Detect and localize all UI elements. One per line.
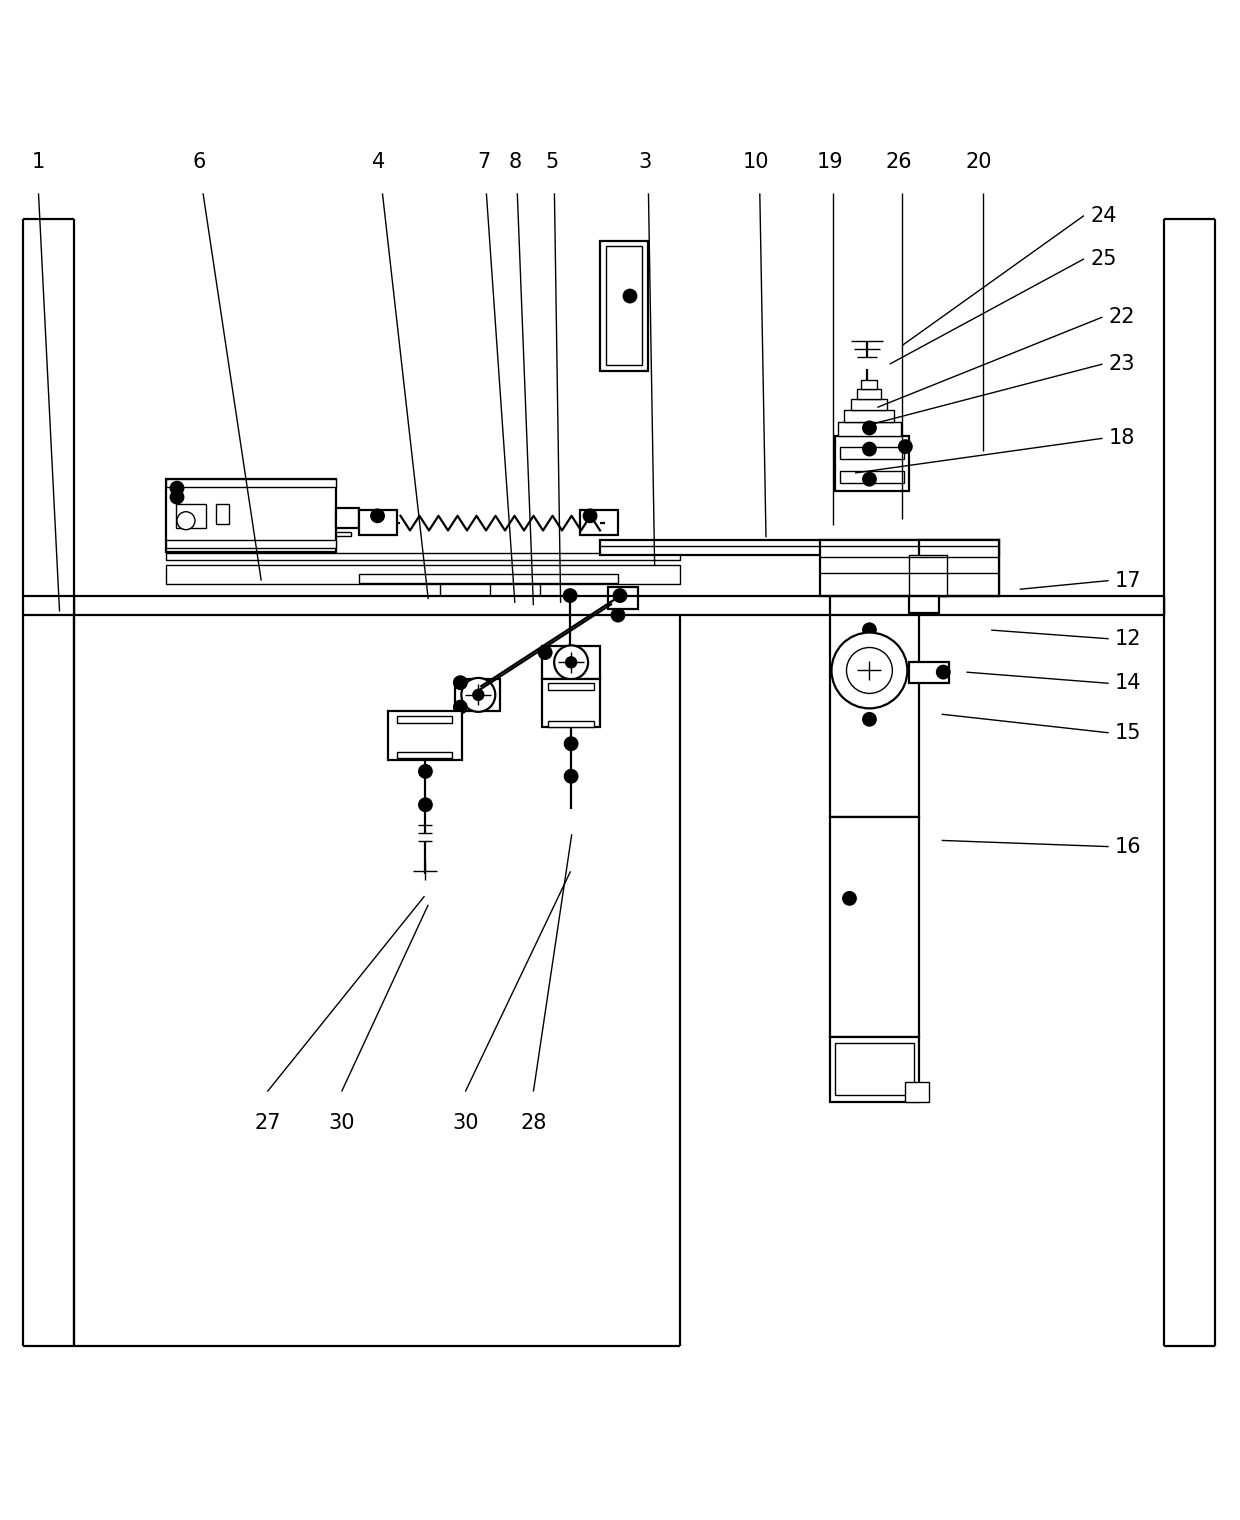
Bar: [909, 596, 939, 614]
Text: 23: 23: [1109, 354, 1135, 374]
Bar: [830, 816, 919, 1037]
Text: 8: 8: [508, 152, 521, 172]
Bar: [837, 423, 901, 436]
Bar: [548, 684, 594, 690]
Bar: [852, 398, 888, 410]
Circle shape: [564, 769, 579, 784]
Circle shape: [554, 646, 588, 679]
Bar: [388, 711, 463, 760]
Bar: [455, 678, 500, 711]
Bar: [862, 380, 878, 389]
Circle shape: [847, 648, 893, 693]
Text: 15: 15: [1115, 724, 1141, 743]
Text: 27: 27: [254, 1113, 280, 1132]
Bar: [580, 511, 618, 535]
Circle shape: [564, 736, 579, 751]
Text: 16: 16: [1115, 836, 1142, 857]
Bar: [166, 553, 680, 559]
Bar: [358, 575, 618, 582]
Bar: [548, 720, 594, 728]
Text: 25: 25: [1090, 249, 1117, 269]
Bar: [166, 564, 680, 584]
Text: 3: 3: [639, 152, 651, 172]
Circle shape: [842, 891, 857, 906]
Circle shape: [898, 439, 913, 454]
Text: 10: 10: [743, 152, 769, 172]
Circle shape: [862, 711, 877, 727]
Text: 7: 7: [477, 152, 491, 172]
Bar: [905, 1082, 929, 1102]
Bar: [835, 1043, 914, 1096]
Circle shape: [862, 421, 877, 435]
Bar: [608, 587, 637, 608]
Bar: [600, 240, 649, 371]
Circle shape: [453, 699, 467, 714]
Bar: [398, 752, 453, 758]
Circle shape: [563, 588, 578, 603]
Circle shape: [418, 798, 433, 812]
Text: 5: 5: [546, 152, 558, 172]
Bar: [542, 646, 600, 678]
Circle shape: [622, 289, 637, 304]
Text: 18: 18: [1109, 429, 1135, 448]
Text: 12: 12: [1115, 629, 1141, 649]
Circle shape: [610, 608, 625, 623]
Text: 26: 26: [885, 152, 911, 172]
Circle shape: [862, 622, 877, 637]
Bar: [909, 663, 950, 682]
Bar: [166, 540, 336, 549]
Bar: [839, 447, 904, 459]
Text: 14: 14: [1115, 673, 1141, 693]
Circle shape: [936, 664, 951, 679]
Bar: [606, 246, 642, 365]
Text: 30: 30: [453, 1113, 479, 1132]
Bar: [830, 1037, 919, 1102]
Circle shape: [610, 588, 625, 603]
Bar: [830, 596, 919, 816]
Bar: [600, 540, 999, 555]
Bar: [176, 503, 206, 527]
Bar: [839, 471, 904, 483]
Circle shape: [418, 765, 433, 778]
Bar: [919, 540, 999, 596]
Bar: [166, 479, 336, 488]
Circle shape: [862, 471, 877, 486]
Circle shape: [538, 644, 553, 660]
Bar: [336, 508, 358, 527]
Bar: [909, 555, 947, 596]
Text: 6: 6: [192, 152, 206, 172]
Text: 20: 20: [966, 152, 992, 172]
Circle shape: [613, 588, 627, 603]
Circle shape: [472, 689, 485, 701]
Bar: [835, 436, 909, 491]
Bar: [844, 410, 894, 423]
Circle shape: [177, 512, 195, 529]
Circle shape: [461, 678, 495, 711]
Circle shape: [583, 508, 598, 523]
Text: 4: 4: [372, 152, 386, 172]
Circle shape: [565, 657, 578, 669]
Text: 24: 24: [1090, 205, 1117, 225]
Bar: [820, 540, 999, 596]
Bar: [166, 479, 336, 552]
Bar: [542, 678, 600, 728]
Text: 22: 22: [1109, 307, 1135, 327]
Bar: [216, 503, 229, 524]
Text: 28: 28: [521, 1113, 547, 1132]
Circle shape: [170, 480, 185, 496]
Text: 30: 30: [329, 1113, 355, 1132]
Text: 19: 19: [817, 152, 843, 172]
Circle shape: [832, 632, 908, 708]
Bar: [858, 389, 882, 398]
Text: 1: 1: [32, 152, 45, 172]
Circle shape: [453, 675, 467, 690]
Bar: [358, 511, 397, 535]
Bar: [398, 716, 453, 722]
Circle shape: [370, 508, 384, 523]
Circle shape: [170, 489, 185, 505]
Text: 17: 17: [1115, 570, 1141, 591]
Bar: [336, 532, 351, 537]
Circle shape: [862, 442, 877, 456]
